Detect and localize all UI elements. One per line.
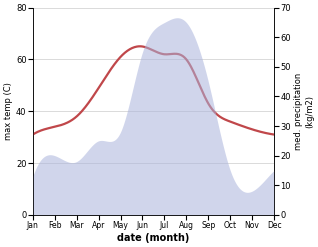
Y-axis label: med. precipitation
(kg/m2): med. precipitation (kg/m2) bbox=[294, 73, 314, 150]
X-axis label: date (month): date (month) bbox=[117, 233, 190, 243]
Y-axis label: max temp (C): max temp (C) bbox=[4, 82, 13, 140]
